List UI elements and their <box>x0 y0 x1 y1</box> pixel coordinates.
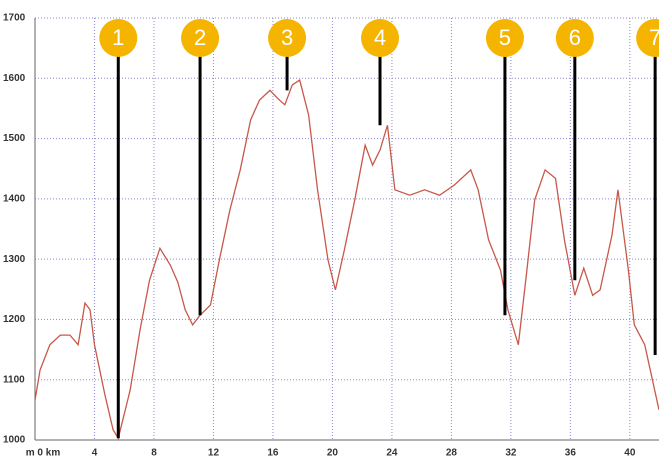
annotation-marker <box>485 19 524 57</box>
x-tick-label: 24 <box>386 448 398 459</box>
y-tick-label: 1200 <box>3 314 26 325</box>
x-tick-label: 40 <box>624 448 636 459</box>
x-tick-label: 16 <box>267 448 279 459</box>
y-tick-label: 1500 <box>3 133 26 144</box>
y-tick-label: 1700 <box>3 13 26 24</box>
annotation-label: 5 <box>499 25 511 50</box>
x-tick-label: 32 <box>505 448 517 459</box>
annotation-marker <box>361 19 400 57</box>
x-tick-label: 36 <box>565 448 577 459</box>
annotation-marker <box>268 19 307 57</box>
x-tick-label: 4 <box>92 448 98 459</box>
annotation-marker <box>181 19 220 57</box>
annotation-label: 3 <box>281 25 293 50</box>
x-tick-label: 28 <box>446 448 458 459</box>
y-tick-label: 1600 <box>3 73 26 84</box>
annotation-marker <box>636 19 659 57</box>
x-tick-label: 20 <box>327 448 339 459</box>
annotation-marker <box>99 19 138 57</box>
annotation-label: 2 <box>194 25 206 50</box>
x-tick-label: m 0 km <box>26 448 61 459</box>
y-tick-label: 1000 <box>3 435 26 446</box>
annotation-label: 6 <box>569 25 581 50</box>
annotation-label: 1 <box>112 25 124 50</box>
annotation-marker <box>555 19 594 57</box>
y-tick-label: 1300 <box>3 254 26 265</box>
x-tick-label: 8 <box>151 448 157 459</box>
annotation-label: 7 <box>649 25 659 50</box>
y-tick-label: 1400 <box>3 193 26 204</box>
annotation-label: 4 <box>374 25 386 50</box>
x-tick-label: 12 <box>208 448 220 459</box>
y-tick-label: 1100 <box>3 374 25 385</box>
